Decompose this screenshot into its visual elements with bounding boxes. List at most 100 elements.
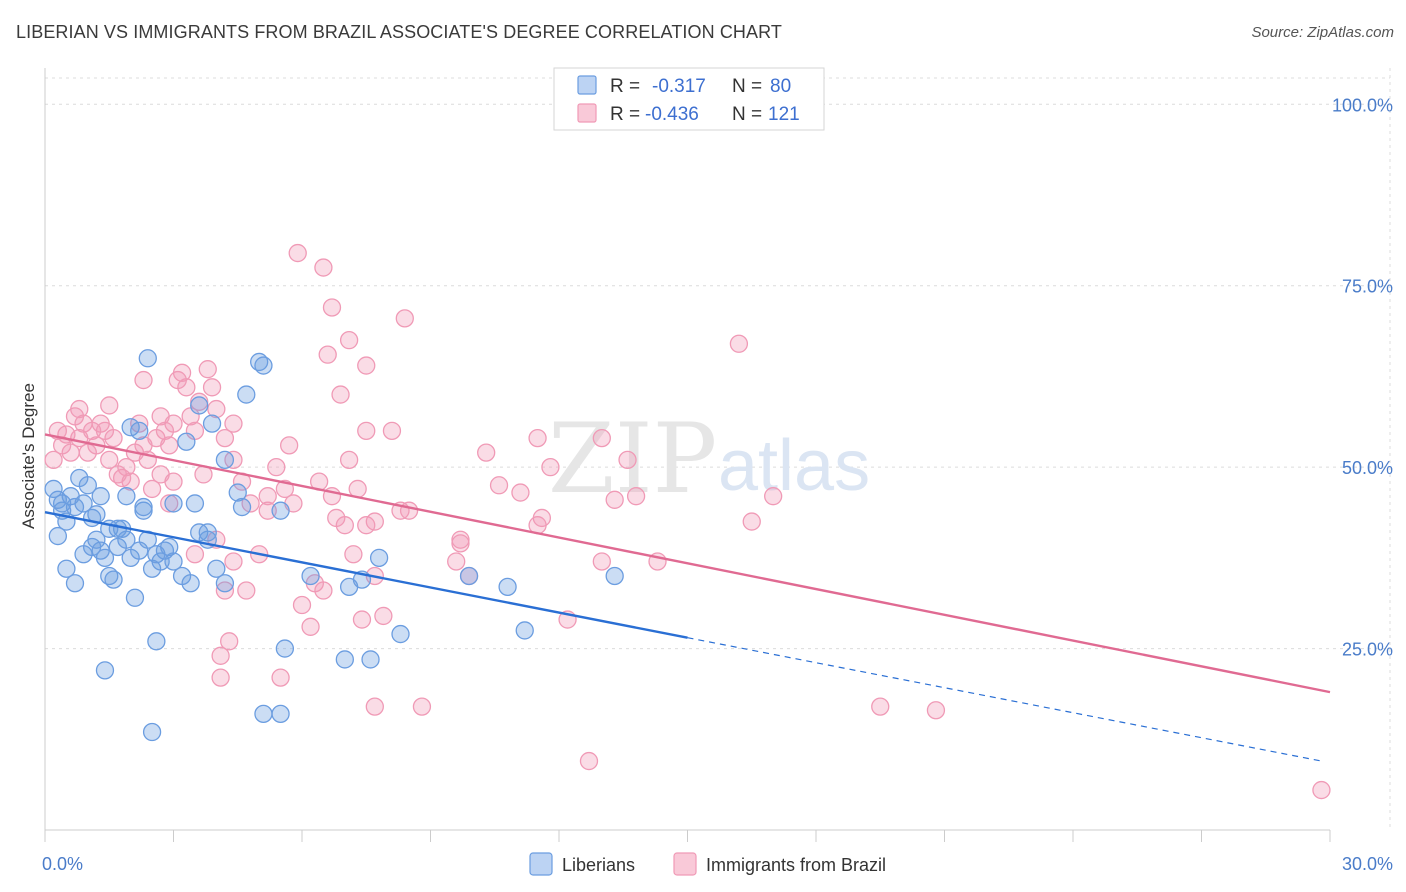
liberians-point [391, 624, 410, 644]
liberians-point [57, 559, 76, 578]
brazil-point [322, 298, 342, 317]
legend-n-label-liberians: N = [732, 76, 762, 97]
brazil-point [185, 545, 205, 564]
brazil-point [331, 385, 350, 404]
brazil-point [489, 476, 509, 495]
brazil-point [100, 396, 119, 415]
liberians-point [335, 650, 354, 669]
y-axis-label: Associate's Degree [19, 383, 38, 529]
liberians-point [207, 559, 226, 578]
brazil-point [160, 494, 179, 513]
liberians-point [181, 574, 200, 593]
brazil-point [44, 450, 63, 470]
legend-box: R = -0.317 N = 80 R = -0.436 N = 121 [553, 67, 825, 131]
brazil-point [742, 512, 761, 531]
liberians-point [369, 548, 389, 568]
brazil-point [395, 309, 414, 328]
liberians-point [515, 621, 534, 640]
brazil-point [258, 501, 277, 520]
brazil-point [412, 697, 432, 716]
brazil-point [532, 508, 552, 528]
brazil-point [224, 552, 243, 571]
y-tick-labels: 25.0% 50.0% 75.0% 100.0% [1332, 95, 1393, 659]
liberians-point [271, 501, 290, 520]
y-tick-label: 75.0% [1342, 277, 1393, 297]
liberians-point [65, 574, 85, 593]
legend-n-label-brazil: N = [732, 104, 762, 125]
liberians-point [48, 526, 67, 546]
legend-swatch-brazil [577, 103, 597, 123]
brazil-point [100, 450, 119, 470]
legend-frame [553, 67, 825, 131]
brazil-point [151, 465, 170, 484]
bottom-legend: Liberians Immigrants from Brazil [529, 852, 886, 876]
liberians-point [271, 704, 290, 724]
bottom-legend-swatch-brazil [673, 852, 697, 876]
series-liberians-points [44, 349, 624, 742]
brazil-point [344, 545, 363, 564]
liberians-point [164, 552, 183, 571]
liberians-point [125, 588, 145, 607]
legend-n-value-brazil: 121 [768, 104, 800, 125]
liberians-point [147, 632, 166, 651]
brazil-point [339, 330, 359, 350]
brazil-point [451, 534, 470, 553]
brazil-point [314, 581, 333, 600]
brazil-point [275, 479, 295, 499]
liberians-point [177, 432, 196, 451]
brazil-point [224, 414, 243, 433]
liberians-point [164, 494, 183, 513]
liberians-point [361, 650, 380, 669]
brazil-point [258, 487, 277, 506]
liberians-point [52, 494, 72, 513]
brazil-point [339, 450, 359, 470]
liberians-point [147, 545, 166, 564]
bottom-legend-label-brazil: Immigrants from Brazil [706, 855, 886, 875]
brazil-point [528, 428, 547, 448]
brazil-point [318, 345, 337, 364]
y-tick-label: 100.0% [1332, 95, 1393, 115]
brazil-point [70, 399, 89, 419]
liberians-point [459, 566, 479, 586]
liberians-point [95, 661, 115, 680]
brazil-point [447, 552, 466, 571]
liberians-point [498, 577, 517, 597]
liberians-point [142, 722, 162, 742]
brazil-point [198, 360, 217, 379]
brazil-point [605, 490, 624, 509]
brazil-point [237, 581, 256, 600]
legend-r-label-liberians: R = [610, 76, 640, 97]
liberians-point [190, 396, 209, 415]
liberians-point [87, 530, 106, 549]
legend-r-label-brazil: R = [610, 104, 640, 125]
brazil-point [177, 378, 196, 397]
bottom-legend-label-liberians: Liberians [562, 855, 635, 875]
liberians-point [117, 487, 136, 506]
brazil-point [220, 632, 239, 651]
brazil-point [142, 479, 162, 499]
bottom-legend-swatch-liberians [529, 852, 553, 876]
brazil-point [926, 701, 946, 720]
liberians-point [202, 414, 222, 433]
brazil-point [207, 399, 226, 419]
trend-lines [44, 433, 1331, 762]
brazil-trend-line [44, 433, 1331, 694]
brazil-point [211, 646, 230, 665]
liberians-point [138, 349, 157, 368]
brazil-point [729, 334, 749, 353]
brazil-point [134, 370, 153, 390]
watermark-zip: ZIP [548, 403, 717, 515]
brazil-point [160, 436, 179, 455]
brazil-point [352, 610, 372, 629]
brazil-point [382, 421, 402, 441]
brazil-point [335, 516, 354, 535]
brazil-point [626, 487, 646, 506]
brazil-point [357, 356, 376, 375]
liberians-point [95, 548, 115, 568]
brazil-point [292, 595, 312, 615]
brazil-point [1312, 780, 1331, 800]
legend-n-value-liberians: 80 [770, 76, 791, 97]
x-tick-label-max: 30.0% [1342, 854, 1393, 874]
brazil-point [399, 501, 419, 520]
